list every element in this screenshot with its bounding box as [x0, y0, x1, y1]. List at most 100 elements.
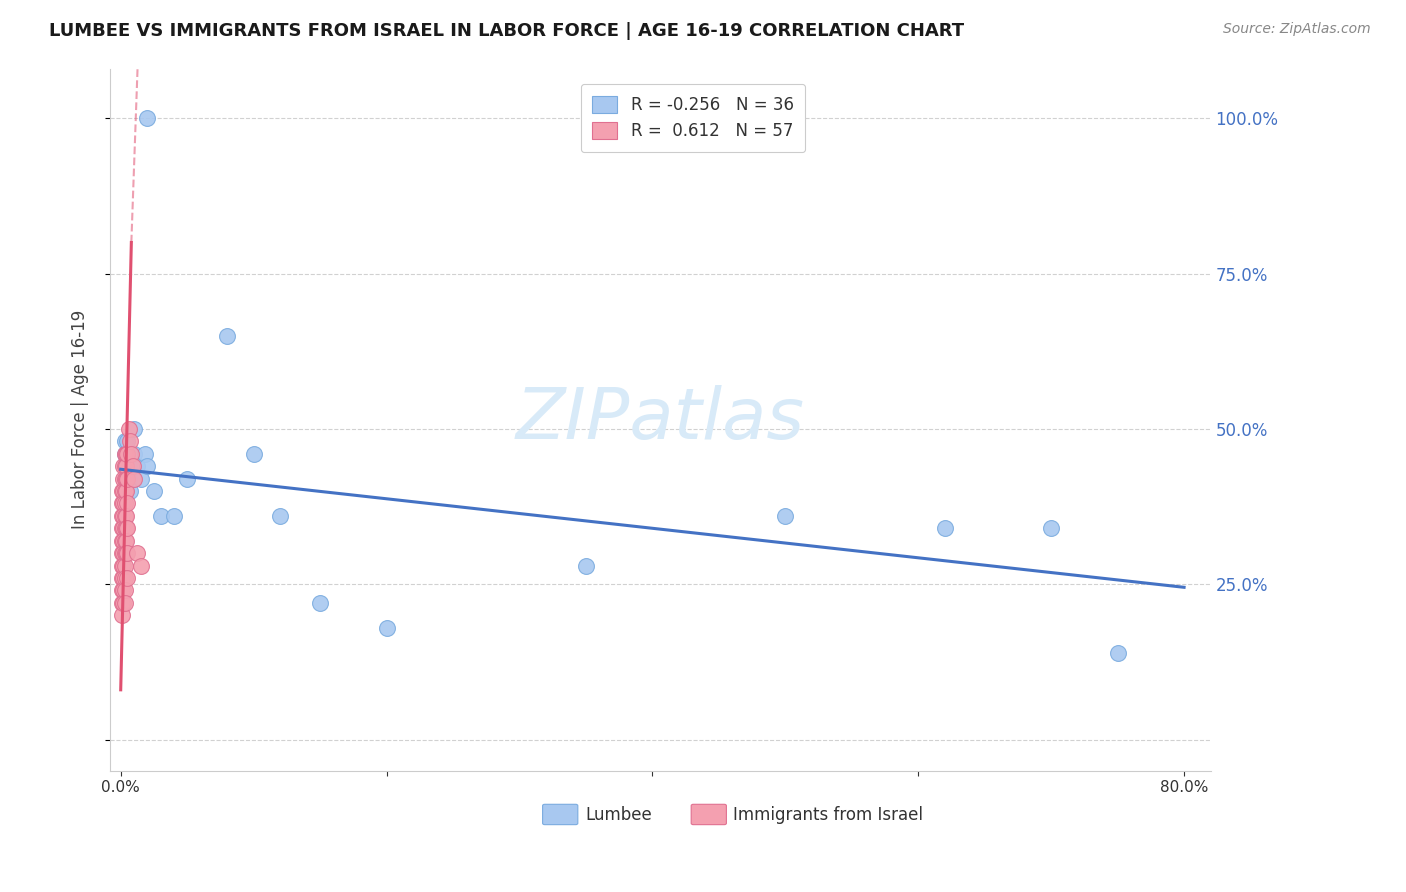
Point: [142, 483, 165, 498]
Point: [115, 508, 138, 523]
Point: [115, 546, 138, 560]
Point: [117, 521, 139, 535]
Point: [934, 521, 956, 535]
Point: [125, 546, 148, 560]
Point: [117, 472, 139, 486]
Point: [115, 533, 138, 548]
Point: [112, 533, 135, 548]
Point: [114, 483, 136, 498]
Point: [114, 571, 136, 585]
Point: [122, 472, 145, 486]
Point: [111, 596, 134, 610]
Point: [120, 447, 142, 461]
Point: [114, 496, 136, 510]
Point: [134, 447, 156, 461]
Point: [121, 459, 143, 474]
Point: [118, 483, 141, 498]
Point: [120, 459, 142, 474]
Point: [111, 546, 134, 560]
Point: [114, 546, 136, 560]
Point: [120, 447, 142, 461]
Point: [112, 483, 135, 498]
Point: [129, 472, 152, 486]
Point: [149, 508, 172, 523]
Point: [1040, 521, 1063, 535]
Point: [125, 459, 148, 474]
Point: [114, 583, 136, 598]
Point: [111, 483, 134, 498]
Point: [115, 472, 138, 486]
Point: [118, 472, 141, 486]
Point: [122, 447, 145, 461]
Text: Source: ZipAtlas.com: Source: ZipAtlas.com: [1223, 22, 1371, 37]
Point: [114, 472, 136, 486]
Point: [112, 558, 135, 573]
Point: [115, 459, 138, 474]
Point: [112, 546, 135, 560]
Point: [118, 422, 141, 436]
Point: [111, 521, 134, 535]
Point: [114, 447, 136, 461]
Point: [114, 459, 136, 474]
Point: [242, 447, 264, 461]
Point: [115, 472, 138, 486]
Point: [111, 583, 134, 598]
Point: [112, 508, 135, 523]
Point: [114, 558, 136, 573]
Point: [114, 472, 136, 486]
Point: [129, 558, 152, 573]
Point: [121, 472, 143, 486]
Point: [112, 596, 135, 610]
Point: [114, 508, 136, 523]
FancyBboxPatch shape: [543, 805, 578, 824]
Point: [176, 472, 198, 486]
Point: [112, 459, 135, 474]
Point: [117, 447, 139, 461]
Point: [115, 521, 138, 535]
Point: [114, 459, 136, 474]
Point: [114, 596, 136, 610]
Point: [111, 496, 134, 510]
Point: [309, 596, 332, 610]
Point: [111, 558, 134, 573]
Point: [118, 434, 141, 449]
Point: [375, 621, 398, 635]
Text: LUMBEE VS IMMIGRANTS FROM ISRAEL IN LABOR FORCE | AGE 16-19 CORRELATION CHART: LUMBEE VS IMMIGRANTS FROM ISRAEL IN LABO…: [49, 22, 965, 40]
Point: [575, 558, 598, 573]
Point: [111, 508, 134, 523]
Text: ZIPatlas: ZIPatlas: [516, 385, 804, 454]
Point: [122, 422, 145, 436]
Point: [112, 521, 135, 535]
Point: [117, 571, 139, 585]
Point: [163, 508, 186, 523]
Point: [111, 533, 134, 548]
FancyBboxPatch shape: [692, 805, 727, 824]
Point: [114, 447, 136, 461]
Point: [117, 434, 139, 449]
Point: [1107, 646, 1129, 660]
Point: [115, 459, 138, 474]
Point: [118, 459, 141, 474]
Text: Immigrants from Israel: Immigrants from Israel: [733, 805, 922, 824]
Legend: R = -0.256   N = 36, R =  0.612   N = 57: R = -0.256 N = 36, R = 0.612 N = 57: [581, 84, 806, 152]
Point: [114, 533, 136, 548]
Point: [112, 496, 135, 510]
Point: [115, 447, 138, 461]
Point: [115, 483, 138, 498]
Text: Lumbee: Lumbee: [585, 805, 652, 824]
Point: [112, 583, 135, 598]
Point: [112, 571, 135, 585]
Point: [775, 508, 797, 523]
Point: [114, 521, 136, 535]
Y-axis label: In Labor Force | Age 16-19: In Labor Force | Age 16-19: [72, 310, 89, 529]
Point: [269, 508, 291, 523]
Point: [117, 546, 139, 560]
Point: [136, 112, 159, 126]
Point: [112, 472, 135, 486]
Point: [136, 459, 159, 474]
Point: [215, 328, 238, 343]
Point: [114, 434, 136, 449]
Point: [111, 608, 134, 623]
Point: [111, 571, 134, 585]
Point: [117, 496, 139, 510]
